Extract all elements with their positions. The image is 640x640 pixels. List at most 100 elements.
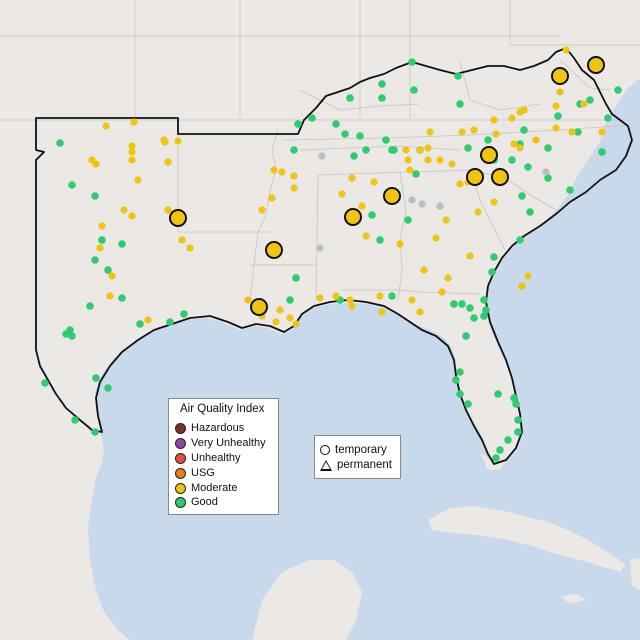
good-site-marker[interactable] bbox=[308, 114, 316, 122]
moderate-site-marker[interactable] bbox=[516, 144, 524, 152]
good-site-marker[interactable] bbox=[362, 146, 370, 154]
moderate-permanent-site-marker[interactable] bbox=[344, 208, 362, 226]
good-site-marker[interactable] bbox=[490, 253, 498, 261]
moderate-permanent-site-marker[interactable] bbox=[551, 67, 569, 85]
good-site-marker[interactable] bbox=[508, 156, 516, 164]
moderate-site-marker[interactable] bbox=[278, 168, 286, 176]
moderate-site-marker[interactable] bbox=[346, 296, 354, 304]
moderate-site-marker[interactable] bbox=[580, 100, 588, 108]
moderate-site-marker[interactable] bbox=[458, 128, 466, 136]
nodata-site-marker[interactable] bbox=[436, 202, 444, 210]
nodata-site-marker[interactable] bbox=[418, 200, 426, 208]
good-site-marker[interactable] bbox=[68, 332, 76, 340]
moderate-site-marker[interactable] bbox=[92, 160, 100, 168]
good-site-marker[interactable] bbox=[456, 368, 464, 376]
good-site-marker[interactable] bbox=[118, 240, 126, 248]
moderate-site-marker[interactable] bbox=[490, 116, 498, 124]
good-site-marker[interactable] bbox=[520, 126, 528, 134]
moderate-site-marker[interactable] bbox=[98, 222, 106, 230]
nodata-site-marker[interactable] bbox=[542, 168, 550, 176]
moderate-site-marker[interactable] bbox=[552, 102, 560, 110]
nodata-site-marker[interactable] bbox=[318, 152, 326, 160]
moderate-site-marker[interactable] bbox=[290, 184, 298, 192]
moderate-site-marker[interactable] bbox=[332, 292, 340, 300]
good-site-marker[interactable] bbox=[514, 428, 522, 436]
moderate-site-marker[interactable] bbox=[130, 118, 138, 126]
good-site-marker[interactable] bbox=[464, 144, 472, 152]
moderate-site-marker[interactable] bbox=[292, 320, 300, 328]
good-site-marker[interactable] bbox=[544, 144, 552, 152]
good-site-marker[interactable] bbox=[292, 274, 300, 282]
good-site-marker[interactable] bbox=[598, 148, 606, 156]
good-site-marker[interactable] bbox=[412, 170, 420, 178]
moderate-site-marker[interactable] bbox=[492, 130, 500, 138]
good-site-marker[interactable] bbox=[350, 152, 358, 160]
good-site-marker[interactable] bbox=[514, 416, 522, 424]
moderate-site-marker[interactable] bbox=[358, 202, 366, 210]
moderate-site-marker[interactable] bbox=[376, 292, 384, 300]
moderate-site-marker[interactable] bbox=[552, 124, 560, 132]
moderate-site-marker[interactable] bbox=[144, 316, 152, 324]
good-site-marker[interactable] bbox=[462, 332, 470, 340]
moderate-site-marker[interactable] bbox=[286, 314, 294, 322]
moderate-site-marker[interactable] bbox=[466, 252, 474, 260]
moderate-site-marker[interactable] bbox=[160, 136, 168, 144]
moderate-site-marker[interactable] bbox=[378, 308, 386, 316]
good-site-marker[interactable] bbox=[91, 256, 99, 264]
moderate-site-marker[interactable] bbox=[108, 272, 116, 280]
good-site-marker[interactable] bbox=[166, 318, 174, 326]
moderate-site-marker[interactable] bbox=[164, 158, 172, 166]
good-site-marker[interactable] bbox=[466, 304, 474, 312]
moderate-site-marker[interactable] bbox=[406, 166, 414, 174]
moderate-site-marker[interactable] bbox=[268, 194, 276, 202]
moderate-site-marker[interactable] bbox=[420, 266, 428, 274]
good-site-marker[interactable] bbox=[368, 211, 376, 219]
good-site-marker[interactable] bbox=[378, 80, 386, 88]
moderate-site-marker[interactable] bbox=[316, 294, 324, 302]
good-site-marker[interactable] bbox=[104, 384, 112, 392]
good-site-marker[interactable] bbox=[574, 128, 582, 136]
good-site-marker[interactable] bbox=[341, 130, 349, 138]
moderate-site-marker[interactable] bbox=[456, 180, 464, 188]
moderate-site-marker[interactable] bbox=[270, 166, 278, 174]
good-site-marker[interactable] bbox=[91, 428, 99, 436]
moderate-site-marker[interactable] bbox=[426, 128, 434, 136]
moderate-site-marker[interactable] bbox=[106, 292, 114, 300]
good-site-marker[interactable] bbox=[484, 136, 492, 144]
good-site-marker[interactable] bbox=[524, 163, 532, 171]
moderate-site-marker[interactable] bbox=[128, 142, 136, 150]
moderate-site-marker[interactable] bbox=[508, 114, 516, 122]
good-site-marker[interactable] bbox=[356, 132, 364, 140]
moderate-site-marker[interactable] bbox=[474, 208, 482, 216]
good-site-marker[interactable] bbox=[376, 236, 384, 244]
moderate-site-marker[interactable] bbox=[444, 274, 452, 282]
moderate-permanent-site-marker[interactable] bbox=[491, 168, 509, 186]
good-site-marker[interactable] bbox=[41, 379, 49, 387]
good-site-marker[interactable] bbox=[404, 216, 412, 224]
moderate-permanent-site-marker[interactable] bbox=[480, 146, 498, 164]
moderate-site-marker[interactable] bbox=[408, 296, 416, 304]
moderate-site-marker[interactable] bbox=[396, 240, 404, 248]
moderate-permanent-site-marker[interactable] bbox=[587, 56, 605, 74]
nodata-site-marker[interactable] bbox=[316, 244, 324, 252]
moderate-site-marker[interactable] bbox=[490, 198, 498, 206]
good-site-marker[interactable] bbox=[118, 294, 126, 302]
good-site-marker[interactable] bbox=[62, 330, 70, 338]
moderate-site-marker[interactable] bbox=[272, 318, 280, 326]
good-site-marker[interactable] bbox=[390, 146, 398, 154]
moderate-site-marker[interactable] bbox=[348, 302, 356, 310]
good-site-marker[interactable] bbox=[544, 174, 552, 182]
moderate-site-marker[interactable] bbox=[362, 232, 370, 240]
moderate-site-marker[interactable] bbox=[562, 46, 570, 54]
good-site-marker[interactable] bbox=[92, 374, 100, 382]
moderate-permanent-site-marker[interactable] bbox=[250, 298, 268, 316]
good-site-marker[interactable] bbox=[56, 139, 64, 147]
moderate-site-marker[interactable] bbox=[290, 172, 298, 180]
good-site-marker[interactable] bbox=[470, 314, 478, 322]
moderate-site-marker[interactable] bbox=[96, 244, 104, 252]
good-site-marker[interactable] bbox=[294, 120, 302, 128]
moderate-site-marker[interactable] bbox=[424, 156, 432, 164]
good-site-marker[interactable] bbox=[554, 112, 562, 120]
good-site-marker[interactable] bbox=[290, 146, 298, 154]
good-site-marker[interactable] bbox=[286, 296, 294, 304]
